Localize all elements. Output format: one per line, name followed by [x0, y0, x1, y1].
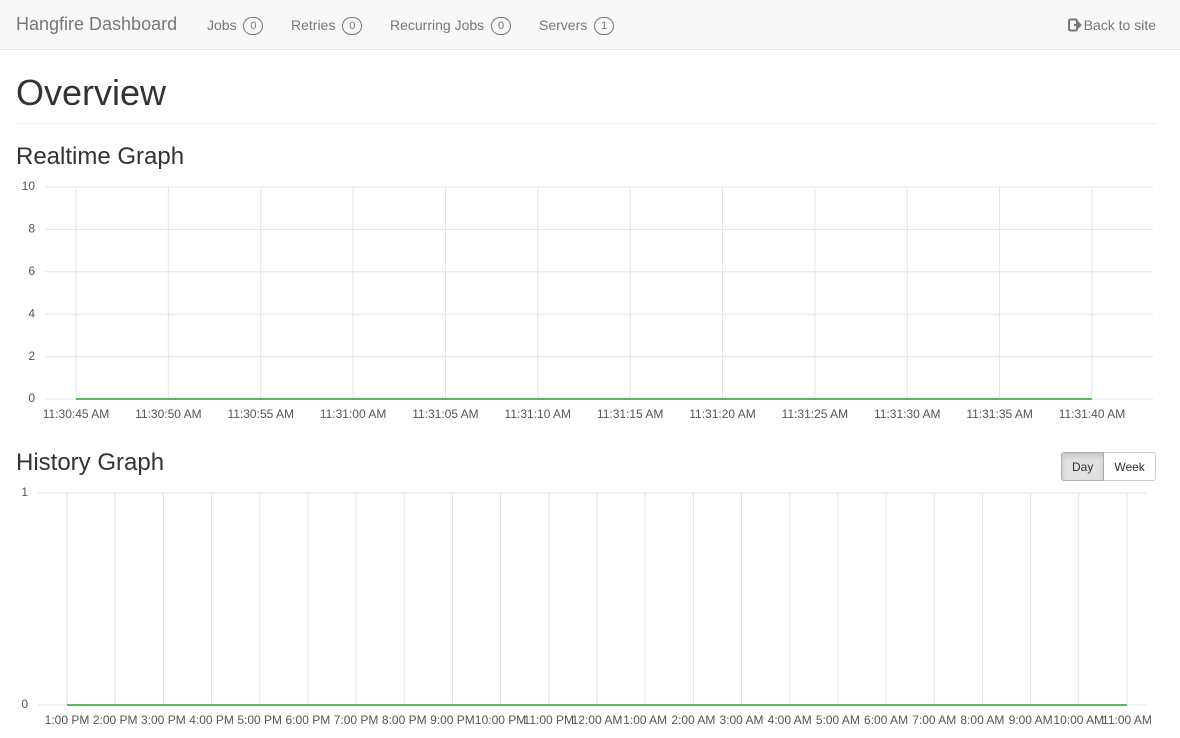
y-tick-label: 1 — [21, 485, 28, 499]
x-tick-label: 3:00 PM — [141, 713, 186, 727]
nav-label: Jobs — [207, 17, 237, 33]
chart-title: History Graph — [16, 449, 165, 476]
x-tick-label: 11:31:05 AM — [412, 407, 479, 421]
divider — [16, 123, 1156, 124]
x-tick-label: 11:31:40 AM — [1059, 407, 1126, 421]
x-tick-label: 11:31:00 AM — [320, 407, 387, 421]
x-tick-label: 11:31:30 AM — [874, 407, 941, 421]
x-tick-label: 4:00 AM — [768, 713, 812, 727]
brand[interactable]: Hangfire Dashboard — [16, 14, 178, 34]
nav-servers[interactable]: Servers 1 — [539, 17, 615, 35]
y-tick-label: 8 — [28, 222, 35, 236]
x-tick-label: 1:00 AM — [623, 713, 667, 727]
y-tick-label: 0 — [28, 391, 35, 405]
x-tick-label: 7:00 PM — [334, 713, 379, 727]
page-title: Overview — [16, 72, 167, 113]
x-tick-label: 11:30:50 AM — [135, 407, 202, 421]
nav-jobs[interactable]: Jobs 0 — [207, 17, 264, 35]
x-tick-label: 2:00 PM — [93, 713, 138, 727]
x-tick-label: 9:00 AM — [1009, 713, 1053, 727]
x-tick-label: 11:00 AM — [1102, 713, 1152, 727]
x-tick-label: 11:30:45 AM — [43, 407, 110, 421]
x-tick-label: 11:31:15 AM — [597, 407, 664, 421]
x-tick-label: 12:00 AM — [572, 713, 623, 727]
x-tick-label: 3:00 AM — [720, 713, 764, 727]
navbar: Hangfire Dashboard Jobs 0 Retries 0 Recu… — [0, 0, 1180, 50]
x-tick-label: 7:00 AM — [912, 713, 956, 727]
chart-title: Realtime Graph — [16, 143, 185, 170]
x-tick-label: 11:31:20 AM — [689, 407, 756, 421]
y-tick-label: 10 — [22, 179, 36, 193]
x-tick-label: 5:00 AM — [816, 713, 860, 727]
nav-label: Recurring Jobs — [390, 17, 485, 33]
badge: 1 — [594, 17, 615, 35]
y-tick-label: 4 — [28, 306, 35, 320]
day-button[interactable]: Day — [1061, 452, 1105, 481]
x-tick-label: 1:00 PM — [45, 713, 90, 727]
x-tick-label: 9:00 PM — [430, 713, 475, 727]
x-tick-label: 10:00 PM — [475, 713, 526, 727]
x-tick-label: 6:00 PM — [286, 713, 331, 727]
back-link[interactable]: Back to site — [1067, 17, 1156, 33]
x-tick-label: 6:00 AM — [864, 713, 908, 727]
x-tick-label: 11:30:55 AM — [227, 407, 294, 421]
x-tick-label: 8:00 AM — [960, 713, 1004, 727]
badge: 0 — [491, 17, 512, 35]
week-button[interactable]: Week — [1104, 452, 1156, 481]
y-tick-label: 6 — [28, 264, 35, 278]
y-tick-label: 0 — [21, 697, 28, 711]
x-tick-label: 2:00 AM — [671, 713, 715, 727]
x-tick-label: 8:00 PM — [382, 713, 427, 727]
back-label: Back to site — [1083, 17, 1156, 33]
x-tick-label: 11:31:25 AM — [782, 407, 849, 421]
nav-label: Servers — [539, 17, 588, 33]
y-tick-label: 2 — [28, 349, 35, 363]
x-tick-label: 11:31:35 AM — [966, 407, 1033, 421]
nav-label: Retries — [291, 17, 336, 33]
x-tick-label: 11:00 PM — [524, 713, 574, 727]
range-buttons: Day Week — [1061, 452, 1156, 481]
x-tick-label: 11:31:10 AM — [505, 407, 572, 421]
x-tick-label: 4:00 PM — [189, 713, 234, 727]
exit-icon — [1067, 18, 1082, 32]
nav-recurring[interactable]: Recurring Jobs 0 — [390, 17, 512, 35]
x-tick-label: 10:00 AM — [1053, 713, 1104, 727]
x-tick-label: 5:00 PM — [237, 713, 282, 727]
badge: 0 — [243, 17, 264, 35]
nav-retries[interactable]: Retries 0 — [291, 17, 363, 35]
badge: 0 — [342, 17, 363, 35]
